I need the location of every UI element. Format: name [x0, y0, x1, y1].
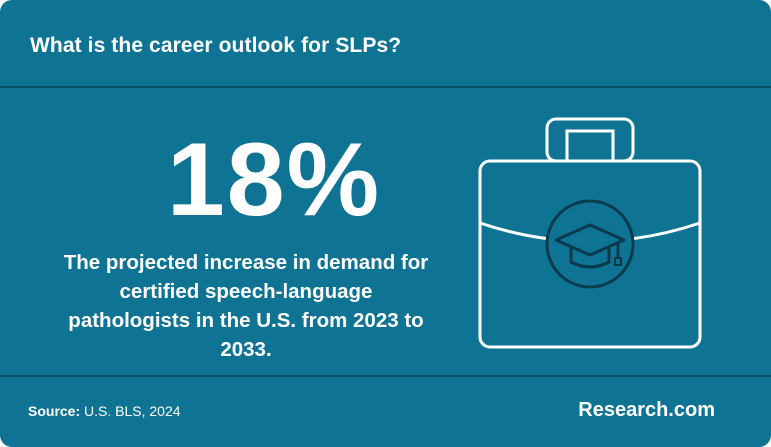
source-label: Source:: [28, 403, 81, 419]
card-title: What is the career outlook for SLPs?: [30, 34, 402, 57]
brand-logo: Research.com: [578, 399, 715, 421]
briefcase-graduation-cap-icon: [478, 117, 702, 349]
source-citation: Source: U.S. BLS, 2024: [28, 403, 181, 419]
source-text: U.S. BLS, 2024: [84, 403, 181, 419]
stat-value: 18%: [166, 122, 382, 238]
header-divider: [0, 86, 771, 88]
footer-divider: [0, 375, 771, 377]
stat-description: The projected increase in demand for cer…: [63, 251, 429, 361]
